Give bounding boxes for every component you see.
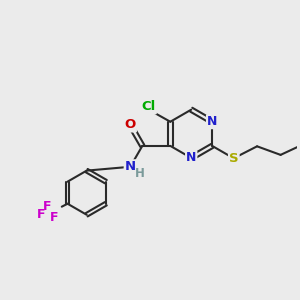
Text: F: F xyxy=(43,200,51,213)
Text: O: O xyxy=(124,118,136,131)
Text: F: F xyxy=(50,212,59,224)
Text: N: N xyxy=(207,115,217,128)
Text: S: S xyxy=(229,152,238,165)
Text: N: N xyxy=(125,160,136,173)
Text: F: F xyxy=(37,208,45,220)
Text: Cl: Cl xyxy=(142,100,156,113)
Text: N: N xyxy=(186,152,196,164)
Text: H: H xyxy=(135,167,145,180)
